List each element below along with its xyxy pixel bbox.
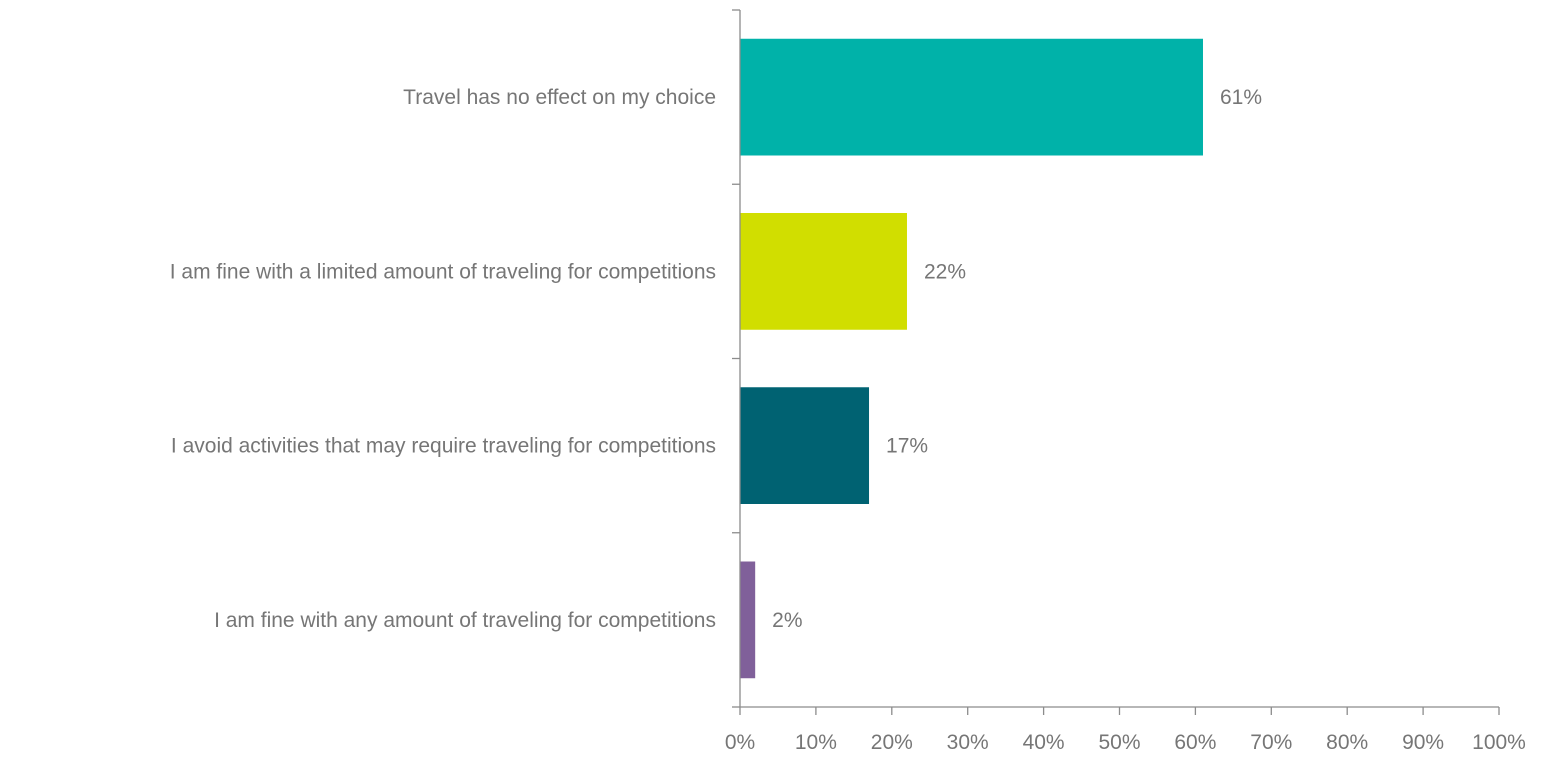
x-tick-label: 50% xyxy=(1098,731,1140,754)
bars-group xyxy=(740,38,1203,679)
bar xyxy=(740,38,1203,156)
labels-group: 0% 10% 20% 30% 40% 50% 60% 70% 80% 90% 100% Travel … xyxy=(170,86,1526,754)
x-tick-label: 10% xyxy=(795,731,837,754)
category-label: I avoid activities that may require trav… xyxy=(171,435,716,458)
x-tick-label: 90% xyxy=(1402,731,1444,754)
bar xyxy=(740,561,756,679)
category-label: Travel has no effect on my choice xyxy=(403,86,716,109)
x-tick-label: 40% xyxy=(1023,731,1065,754)
data-label: 22% xyxy=(924,260,966,283)
data-label: 2% xyxy=(772,609,802,632)
category-label: I am fine with any amount of traveling f… xyxy=(214,609,716,632)
x-tick-label: 20% xyxy=(871,731,913,754)
category-label: I am fine with a limited amount of trave… xyxy=(170,260,716,283)
ticks-group xyxy=(732,9,1500,715)
bar xyxy=(740,213,907,330)
x-tick-label: 70% xyxy=(1250,731,1292,754)
x-tick-label: 30% xyxy=(947,731,989,754)
x-tick-label: 80% xyxy=(1326,731,1368,754)
x-tick-label: 100% xyxy=(1472,731,1526,754)
data-label: 17% xyxy=(886,435,928,458)
bar xyxy=(740,387,870,504)
x-tick-label: 0% xyxy=(725,731,755,754)
x-tick-label: 60% xyxy=(1174,731,1216,754)
data-label: 61% xyxy=(1220,86,1262,109)
